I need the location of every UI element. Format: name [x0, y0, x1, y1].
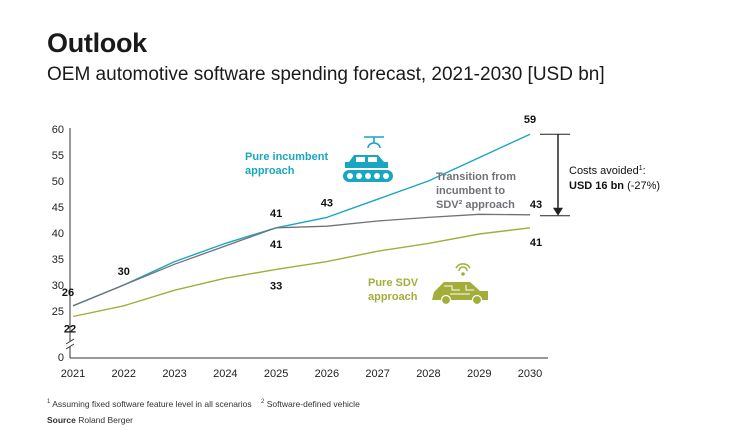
y-tick-label: 0: [58, 352, 64, 364]
y-tick-label: 55: [52, 150, 64, 162]
footnote-2: 2 Software-defined vehicle: [261, 399, 360, 409]
data-label: 41: [270, 208, 282, 220]
series-name-label: approach: [245, 165, 295, 177]
x-tick-label: 2024: [213, 368, 237, 380]
series-name-label: Transition from: [436, 171, 516, 183]
y-tick-label: 25: [52, 306, 64, 318]
series-line-0: [72, 133, 531, 307]
x-tick-label: 2025: [264, 368, 288, 380]
axis-break-mark: [65, 338, 75, 345]
data-label: 59: [524, 114, 536, 126]
difference-arrow-head: [553, 207, 563, 216]
x-tick-label: 2021: [61, 368, 85, 380]
series-name-label: Pure incumbent: [245, 151, 328, 163]
data-label: 43: [530, 199, 542, 211]
series-line-2: [72, 227, 531, 318]
costs-avoided-label: Costs avoided1:: [569, 165, 646, 177]
series-name-label: approach: [368, 291, 418, 303]
series-name-label: incumbent to: [436, 185, 505, 197]
x-tick-label: 2027: [365, 368, 389, 380]
data-label: 41: [530, 237, 542, 249]
y-tick-label: 30: [52, 280, 64, 292]
footnote-1: 1 Assuming fixed software feature level …: [47, 399, 252, 409]
costs-avoided-value: USD 16 bn (-27%): [569, 180, 660, 192]
y-tick-label: 50: [52, 176, 64, 188]
car-assembly-line-icon: [343, 136, 393, 182]
chart-subtitle: OEM automotive software spending forecas…: [47, 64, 605, 85]
series-name-label: Pure SDV: [368, 277, 419, 289]
x-tick-label: 2028: [416, 368, 440, 380]
x-tick-label: 2022: [112, 368, 136, 380]
y-tick-label: 45: [52, 202, 64, 214]
connected-car-icon: [432, 263, 488, 306]
x-tick-label: 2023: [162, 368, 186, 380]
x-tick-label: 2026: [315, 368, 339, 380]
data-label: 33: [270, 280, 282, 292]
data-label: 26: [62, 287, 74, 299]
series-name-label: SDV² approach: [436, 199, 515, 211]
data-label: 30: [118, 266, 130, 278]
data-label: 22: [64, 324, 76, 336]
series-line-1: [72, 213, 531, 307]
y-tick-label: 60: [52, 124, 64, 136]
page-title: Outlook: [47, 28, 147, 58]
data-label: 43: [321, 197, 333, 209]
source-note: Source Roland Berger: [47, 415, 134, 425]
y-tick-label: 40: [52, 228, 64, 240]
data-label: 41: [270, 239, 282, 251]
x-tick-label: 2029: [467, 368, 491, 380]
y-tick-label: 35: [52, 254, 64, 266]
axis-break-mark: [65, 343, 75, 350]
x-tick-label: 2030: [518, 368, 542, 380]
